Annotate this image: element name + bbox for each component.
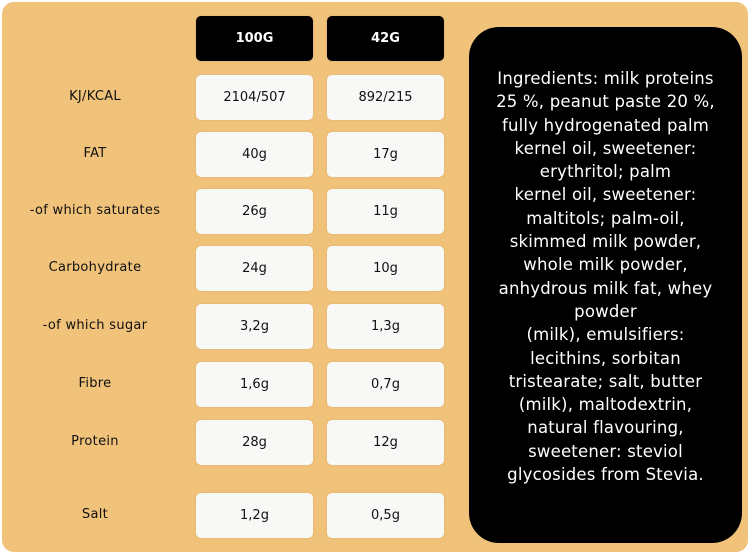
value-42g: 892/215 <box>327 75 444 120</box>
ingredients-line: kernel oil, sweetener: <box>514 138 697 158</box>
row-label: Protein <box>71 434 119 449</box>
ingredients-box: Ingredients: milk proteins 25 %, peanut p… <box>469 27 742 543</box>
ingredients-line: (milk), maltodextrin, <box>518 395 693 415</box>
value-42g: 11g <box>327 189 444 234</box>
ingredients-line: tristearate; salt, butter <box>508 371 703 391</box>
ingredients-line: sweetener: steviol <box>528 441 683 461</box>
value-100g: 40g <box>196 132 313 177</box>
ingredients-line: Ingredients: milk proteins <box>497 69 714 88</box>
ingredients-line: fully hydrogenated palm <box>501 115 710 135</box>
ingredients-line: natural flavouring, <box>527 418 684 438</box>
row-label: FAT <box>83 146 107 161</box>
value-100g: 26g <box>196 189 313 234</box>
ingredients-line: (milk), emulsifiers: <box>526 325 685 345</box>
ingredients-line: skimmed milk powder, <box>509 232 702 252</box>
value-100g: 2104/507 <box>196 75 313 120</box>
value-100g: 1,2g <box>196 493 313 538</box>
value-100g: 1,6g <box>196 362 313 407</box>
value-100g: 28g <box>196 420 313 465</box>
ingredients-line: 25 %, peanut paste 20 %, <box>496 92 715 112</box>
value-100g: 24g <box>196 246 313 291</box>
ingredients-line: whole milk powder, <box>523 255 688 275</box>
value-42g: 17g <box>327 132 444 177</box>
row-label: Fibre <box>78 376 112 391</box>
ingredients-line: maltitols; palm-oil, <box>526 208 685 228</box>
column-header-42g: 42G <box>327 16 444 61</box>
column-header-100g: 100G <box>196 16 313 61</box>
ingredients-line: kernel oil, sweetener: <box>514 185 697 205</box>
ingredients-line: anhydrous milk fat, whey <box>498 278 713 298</box>
ingredients-line: erythritol; palm <box>539 162 672 182</box>
row-label: KJ/KCAL <box>69 89 121 104</box>
row-label: -of which saturates <box>29 203 161 218</box>
value-42g: 10g <box>327 246 444 291</box>
value-100g: 3,2g <box>196 304 313 349</box>
value-42g: 0,5g <box>327 493 444 538</box>
value-42g: 12g <box>327 420 444 465</box>
value-42g: 1,3g <box>327 304 444 349</box>
ingredients-line: glycosides from Stevia. <box>507 465 704 485</box>
row-label: Salt <box>81 507 109 522</box>
ingredients-line: lecithins, sorbitan <box>530 348 681 368</box>
ingredients-line: powder <box>574 301 637 321</box>
value-42g: 0,7g <box>327 362 444 407</box>
row-label: -of which sugar <box>42 318 148 333</box>
row-label: Carbohydrate <box>48 260 142 275</box>
